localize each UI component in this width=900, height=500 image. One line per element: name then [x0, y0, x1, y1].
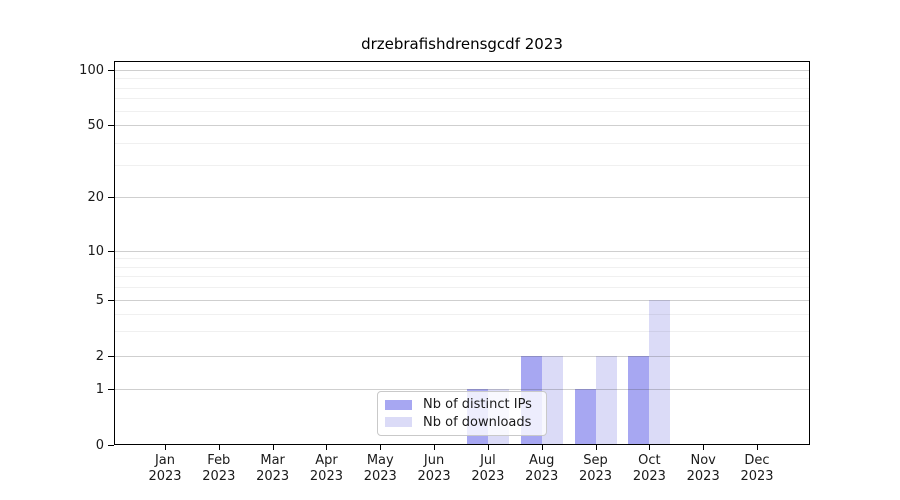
y-axis-tick — [108, 251, 114, 252]
minor-gridline — [115, 313, 809, 315]
legend-swatch-downloads — [385, 417, 412, 428]
major-gridline — [115, 125, 809, 126]
chart-title: drzebrafishdrensgcdf 2023 — [361, 35, 563, 53]
x-axis-tick — [218, 445, 220, 450]
minor-gridline — [115, 78, 809, 80]
y-tick-label: 20 — [87, 189, 104, 205]
legend-item-distinct-ips: Nb of distinct IPs — [385, 398, 539, 411]
x-tick-label: Oct 2023 — [632, 453, 666, 484]
major-gridline — [115, 70, 809, 71]
x-tick-label: Dec 2023 — [740, 453, 774, 484]
bar-downloads — [595, 356, 617, 445]
y-axis-tick — [108, 70, 114, 71]
x-tick-label: May 2023 — [363, 453, 397, 484]
major-gridline — [115, 389, 809, 390]
legend-swatch-distinct-ips — [385, 399, 412, 410]
minor-gridline — [115, 98, 809, 100]
major-gridline — [115, 300, 809, 301]
legend-label-downloads: Nb of downloads — [423, 414, 532, 430]
x-tick-label: Sep 2023 — [578, 453, 613, 484]
minor-gridline — [115, 287, 809, 289]
y-axis-tick — [108, 445, 114, 446]
y-axis-tick — [108, 197, 114, 198]
x-axis-tick — [649, 445, 651, 450]
x-axis-tick — [380, 445, 382, 450]
x-tick-label: Jan 2023 — [148, 453, 182, 484]
x-axis-tick — [757, 445, 758, 450]
y-tick-label: 10 — [87, 243, 104, 259]
x-axis-tick — [272, 445, 274, 450]
minor-gridline — [115, 276, 809, 278]
x-tick-label: Jul 2023 — [471, 453, 505, 484]
y-axis-tick — [108, 389, 114, 390]
y-tick-label: 1 — [95, 381, 104, 397]
minor-gridline — [115, 266, 809, 268]
plot-border — [114, 61, 810, 445]
y-axis-tick — [108, 300, 114, 301]
bar-downloads — [649, 300, 671, 445]
y-tick-label: 0 — [95, 437, 104, 453]
x-axis-tick — [703, 445, 705, 450]
x-axis-tick — [595, 445, 597, 450]
legend-label-distinct-ips: Nb of distinct IPs — [423, 397, 532, 413]
x-axis-tick — [487, 445, 489, 450]
bar-distinct-ips — [628, 356, 650, 445]
minor-gridline — [115, 165, 809, 167]
x-tick-label: Mar 2023 — [256, 453, 290, 484]
minor-gridline — [115, 258, 809, 260]
x-tick-label: Nov 2023 — [686, 453, 720, 484]
legend: Nb of distinct IPs Nb of downloads — [377, 391, 547, 436]
minor-gridline — [115, 142, 809, 144]
major-gridline — [115, 197, 809, 198]
legend-item-downloads: Nb of downloads — [385, 416, 539, 429]
x-axis-tick — [434, 445, 436, 450]
x-axis-tick — [541, 445, 543, 450]
x-tick-label: Aug 2023 — [525, 453, 559, 484]
bar-distinct-ips — [574, 389, 596, 445]
minor-gridline — [115, 331, 809, 333]
minor-gridline — [115, 110, 809, 112]
major-gridline — [115, 251, 809, 252]
y-tick-label: 2 — [95, 348, 104, 364]
minor-gridline — [115, 87, 809, 89]
x-tick-label: Apr 2023 — [309, 453, 343, 484]
y-tick-label: 50 — [87, 117, 104, 133]
y-tick-label: 100 — [79, 62, 104, 78]
y-axis-tick — [108, 356, 114, 357]
x-tick-label: Feb 2023 — [202, 453, 236, 484]
x-axis-tick — [326, 445, 328, 450]
y-axis-tick — [108, 125, 114, 126]
x-tick-label: Jun 2023 — [417, 453, 451, 484]
major-gridline — [115, 356, 809, 357]
y-tick-label: 5 — [95, 292, 104, 308]
x-axis-tick — [165, 445, 166, 450]
